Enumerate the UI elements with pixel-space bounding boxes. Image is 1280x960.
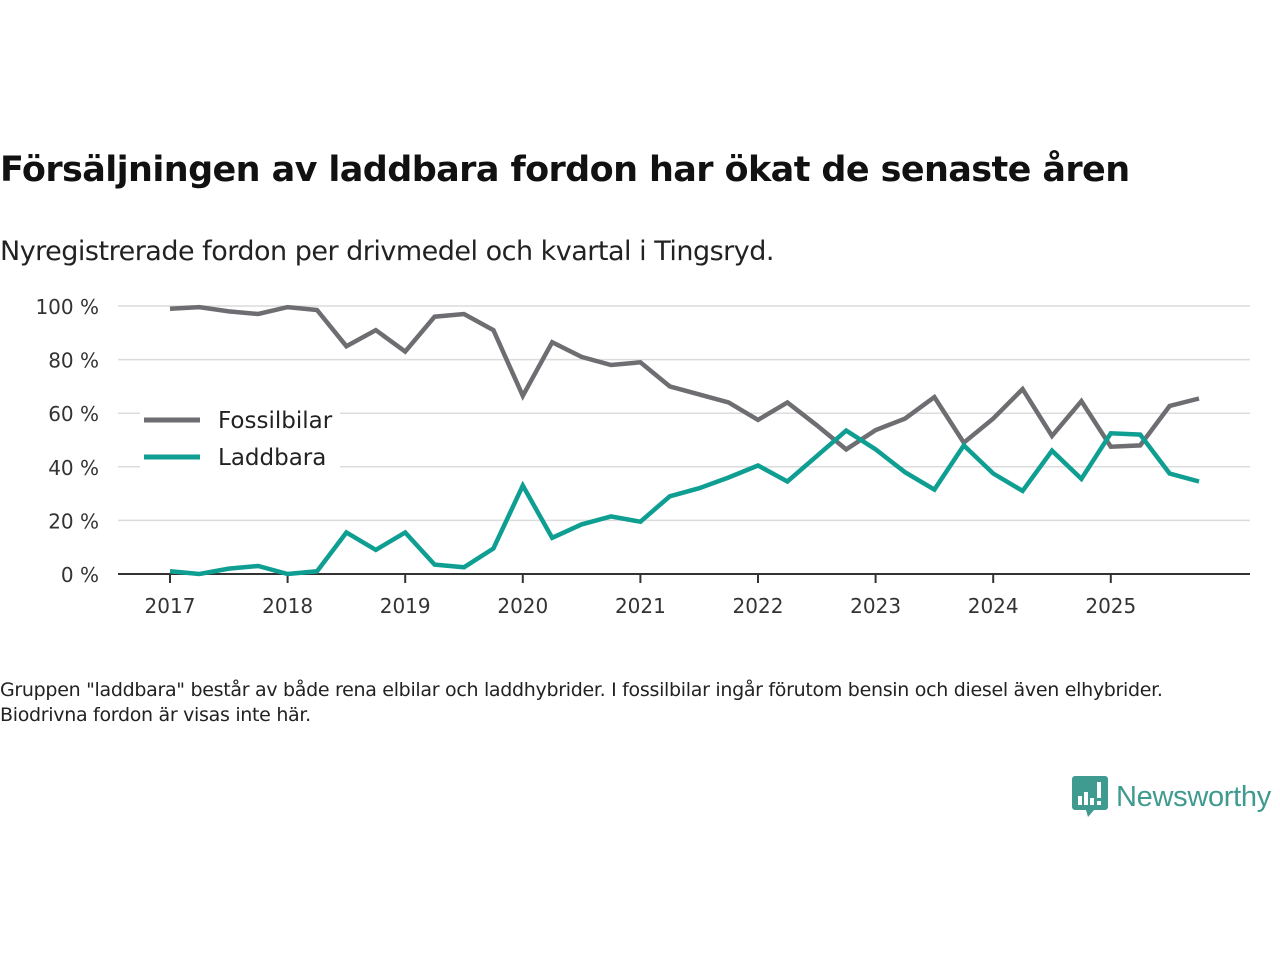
x-tick-label: 2017: [145, 594, 196, 618]
x-tick-label: 2018: [262, 594, 313, 618]
x-tick-label: 2025: [1085, 594, 1136, 618]
x-tick-label: 2024: [968, 594, 1019, 618]
y-axis-tick-labels: 0 % 20 % 40 % 60 % 80 % 100 %: [35, 295, 99, 587]
logo-text: Newsworthy: [1116, 780, 1271, 813]
x-tick-label: 2023: [850, 594, 901, 618]
y-tick-label: 80 %: [48, 349, 99, 373]
x-tick-label: 2020: [497, 594, 548, 618]
series-line-fossilbilar: [169, 304, 1200, 453]
x-tick-label: 2019: [380, 594, 431, 618]
footnote: Gruppen "laddbara" består av både rena e…: [0, 679, 1163, 726]
chart-subtitle: Nyregistrerade fordon per drivmedel och …: [0, 236, 775, 267]
x-tick-label: 2022: [733, 594, 784, 618]
line-chart: 0 % 20 % 40 % 60 % 80 % 100 % 2017 2018 2019 202…: [35, 295, 1250, 618]
x-axis: 2017 2018 2019 2020 2021 2022 2023 2024 2025: [118, 573, 1250, 618]
y-tick-label: 40 %: [48, 456, 99, 480]
x-tick-label: 2021: [615, 594, 666, 618]
newsworthy-chart-bubble-icon: [1072, 776, 1108, 817]
y-tick-label: 60 %: [48, 402, 99, 426]
series-line-laddbara: [169, 427, 1200, 577]
y-tick-label: 0 %: [61, 563, 99, 587]
legend-label-laddbara: Laddbara: [218, 445, 326, 471]
legend-label-fossilbilar: Fossilbilar: [218, 408, 333, 434]
legend: Fossilbilar Laddbara: [140, 398, 340, 478]
series-lines: [169, 304, 1200, 577]
chart-title: Försäljningen av laddbara fordon har öka…: [0, 150, 1130, 190]
y-tick-label: 20 %: [48, 509, 99, 533]
newsworthy-logo: Newsworthy: [1072, 776, 1271, 818]
y-tick-label: 100 %: [35, 295, 99, 319]
legend-background: [140, 398, 340, 478]
